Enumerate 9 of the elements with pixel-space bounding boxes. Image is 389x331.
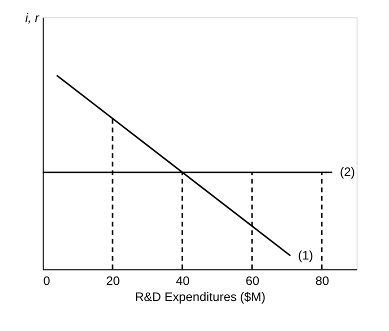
x-tick-label: 60: [246, 274, 260, 288]
x-axis-title: R&D Expenditures ($M): [134, 290, 266, 304]
x-tick-label: 40: [176, 274, 190, 288]
x-tick-label: 0: [43, 274, 50, 288]
y-axis-title: i, r: [25, 10, 40, 25]
series-label: (1): [298, 248, 314, 263]
series-label: (2): [340, 165, 355, 180]
x-tick-label: 80: [315, 274, 330, 288]
x-tick-label: 20: [106, 274, 120, 288]
